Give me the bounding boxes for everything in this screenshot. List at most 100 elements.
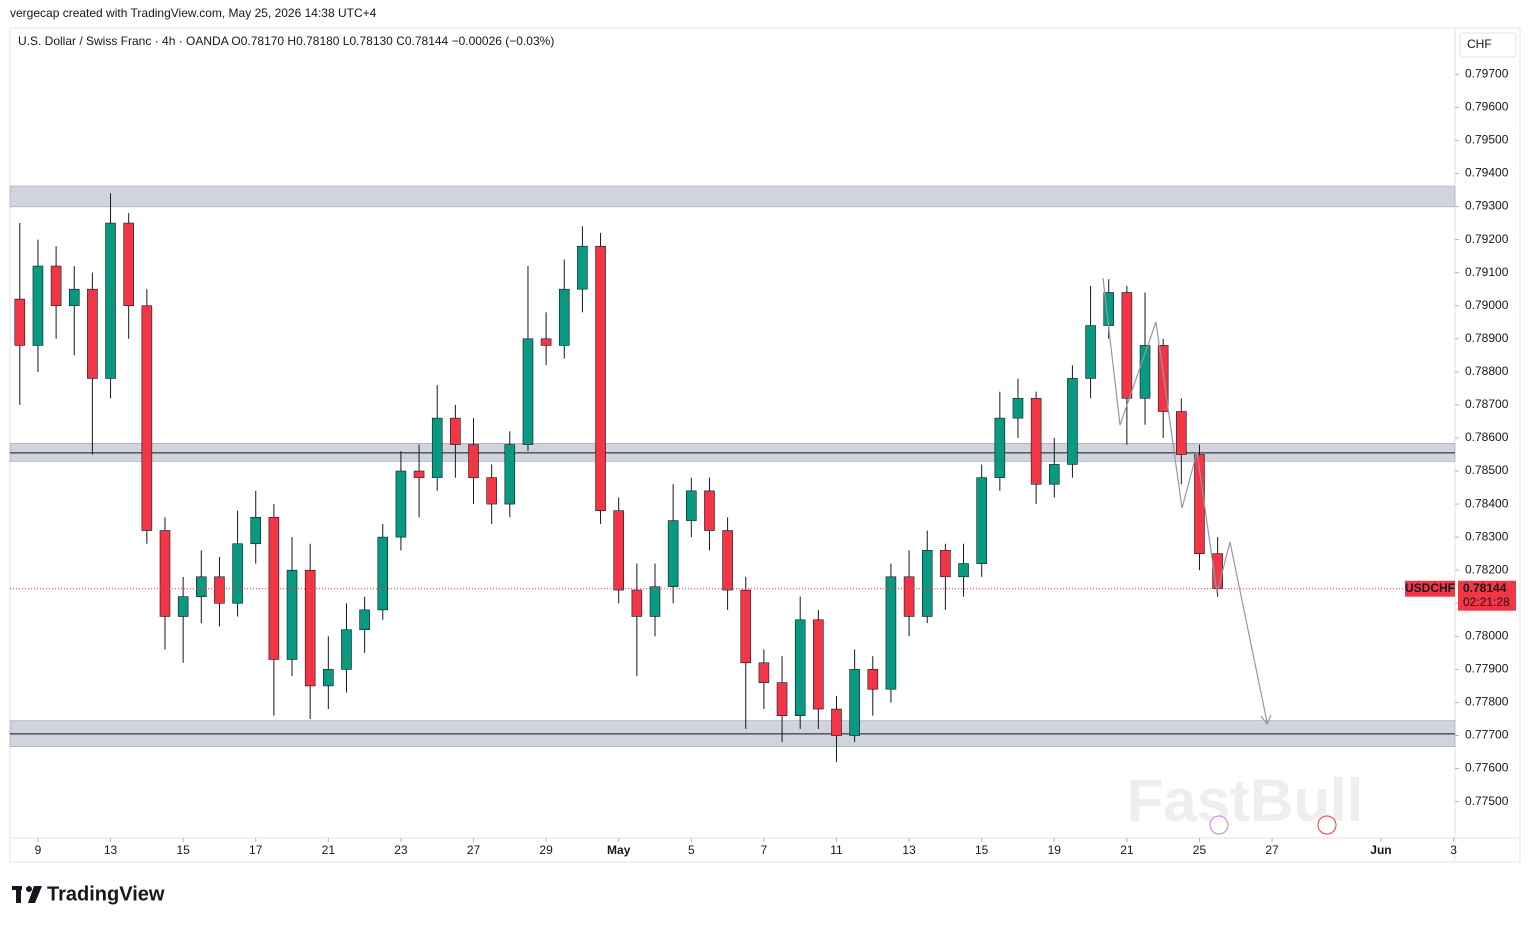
x-tick-label: 27 (467, 843, 481, 857)
candle-body (1139, 345, 1151, 399)
y-tick-label: 0.77800 (1465, 695, 1509, 709)
candle-body (32, 265, 44, 346)
currency: CHF (1467, 37, 1492, 51)
candle-body (87, 288, 98, 379)
logo-group: TradingView (12, 883, 165, 905)
x-tick-label: May (607, 843, 631, 857)
y-tick-label: 0.79000 (1465, 298, 1509, 312)
logo: TradingView (47, 883, 165, 905)
y-tick-label: 0.78000 (1465, 628, 1509, 642)
y-tick-label: 0.78500 (1465, 463, 1509, 477)
event-icon[interactable] (1317, 815, 1337, 835)
candle-body (486, 477, 497, 505)
candle-body (686, 490, 697, 521)
candle-body (395, 470, 407, 538)
y-tick-label: 0.79200 (1465, 232, 1509, 246)
x-tick-label: 5 (688, 843, 695, 857)
x-tick-label: 13 (902, 843, 916, 857)
y-tick-label: 0.78600 (1465, 430, 1509, 444)
candle-body (813, 619, 824, 710)
candle-body (177, 596, 189, 617)
y-tick-label: 0.77500 (1465, 794, 1509, 808)
candle-body (595, 245, 606, 511)
y-tick-label: 0.79600 (1465, 100, 1509, 114)
candle-body (359, 609, 370, 631)
x-tick-label: 19 (1048, 843, 1062, 857)
y-tick-label: 0.78400 (1465, 496, 1509, 510)
projection-path (1102, 277, 1268, 723)
candle-body (740, 589, 752, 664)
y-tick-label: 0.79500 (1465, 133, 1509, 147)
x-tick-label: 3 (1450, 843, 1457, 857)
candle-body (141, 305, 153, 531)
candle-body (1157, 345, 1169, 412)
candle-body (667, 520, 679, 588)
credit: vergecap created with TradingView.com, M… (10, 6, 377, 20)
event-icon[interactable] (1209, 815, 1229, 835)
candle-body (921, 550, 933, 617)
candle-body (522, 338, 534, 445)
symbol-tag (1405, 580, 1455, 597)
x-tick-label: 15 (176, 843, 190, 857)
y-tick-label: 0.78900 (1465, 331, 1509, 345)
currency-box[interactable] (1459, 32, 1517, 58)
y-tick-label: 0.79100 (1465, 265, 1509, 279)
candle-body (468, 444, 479, 478)
countdown-label: 02:21:28 (1463, 595, 1510, 609)
x-tick-label: 21 (1120, 843, 1134, 857)
x-tick-label: 25 (1193, 843, 1207, 857)
candle-body (68, 288, 80, 307)
candle-body (377, 536, 389, 611)
candle-body (1030, 397, 1042, 485)
candle-body (849, 669, 860, 736)
y-tick-label: 0.78800 (1465, 364, 1509, 378)
x-tick-label: 23 (394, 843, 408, 857)
candle-body (722, 530, 733, 591)
candle-body (831, 708, 842, 736)
candle-body (558, 288, 570, 346)
y-tick-label: 0.78300 (1465, 529, 1509, 543)
candle-body (613, 510, 624, 591)
candle-body (1085, 325, 1096, 379)
x-tick-label: 17 (249, 843, 263, 857)
y-tick-label: 0.77900 (1465, 662, 1509, 676)
candle-body (976, 477, 987, 564)
x-tick-label: 15 (975, 843, 989, 857)
candle-body (159, 530, 171, 617)
candle-body (1067, 378, 1078, 465)
candle-body (903, 576, 915, 617)
candle-body (758, 662, 770, 683)
candle-body (1176, 411, 1187, 455)
candle-body (1012, 397, 1024, 419)
x-tick-label: Jun (1370, 843, 1391, 857)
price-label: 0.78144 (1463, 581, 1507, 595)
candle-body (504, 444, 516, 505)
logo-icon (16, 886, 21, 903)
x-tick-label: 29 (539, 843, 553, 857)
candle-body (431, 417, 443, 478)
y-tick-label: 0.79700 (1465, 66, 1509, 80)
candle-body (14, 298, 26, 346)
candle-body (195, 576, 207, 597)
candle-body (867, 669, 879, 690)
logo-icon (26, 886, 32, 892)
symbol-label: USDCHF (1405, 581, 1455, 595)
candle-body (649, 586, 661, 617)
x-tick-label: 13 (104, 843, 118, 857)
x-tick-label: 7 (761, 843, 768, 857)
projection-arrow (1260, 714, 1272, 726)
y-tick-label: 0.77700 (1465, 728, 1509, 742)
x-tick-label: 27 (1265, 843, 1279, 857)
candle-body (413, 470, 425, 478)
candle-body (958, 563, 969, 578)
y-tick-label: 0.78700 (1465, 397, 1509, 411)
candle-body (1121, 292, 1133, 399)
candle-body (540, 338, 552, 346)
y-tick-label: 0.78200 (1465, 562, 1509, 576)
candle-body (50, 265, 62, 307)
candle-body (105, 222, 116, 379)
candle-body (994, 417, 1006, 478)
candle-body (450, 417, 461, 445)
